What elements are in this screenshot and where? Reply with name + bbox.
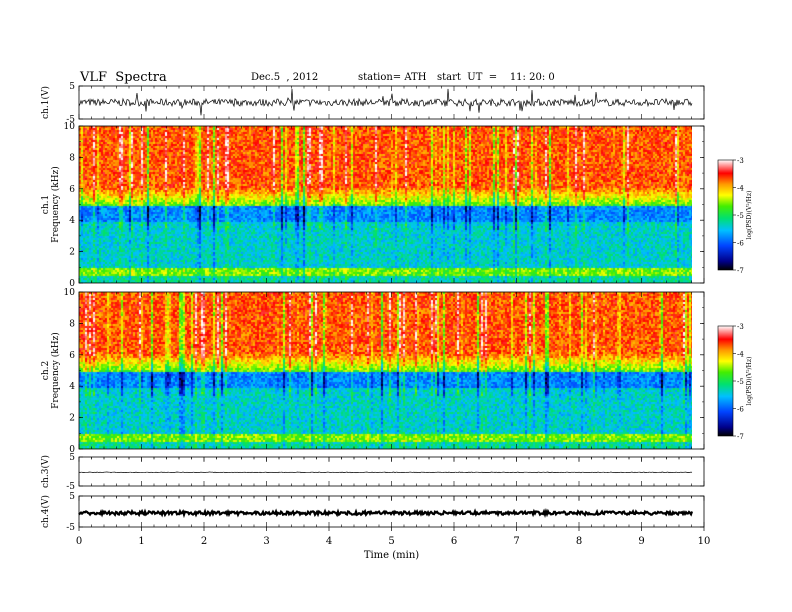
x-tick-label: 3	[263, 536, 269, 547]
x-axis-label: Time (min)	[364, 550, 419, 561]
y-tick-label: 0	[69, 279, 75, 289]
x-tick-label: 6	[451, 536, 457, 547]
colorbar-label: log(PSD)(V²/Hz)	[746, 357, 753, 406]
x-tick-label: 4	[326, 536, 332, 547]
colorbar-tick-label: -7	[737, 267, 744, 275]
y-axis-label-waveform-ch1: ch.1(V)	[40, 86, 51, 119]
y-tick-label: -5	[66, 482, 75, 492]
y-tick-label: 4	[69, 216, 75, 226]
x-tick-label: 8	[576, 536, 582, 547]
x-tick-label: 1	[138, 536, 144, 547]
y-tick-label: 5	[69, 453, 75, 463]
y-axis-label-spectrogram-ch2: Frequency (kHz)	[50, 332, 61, 409]
y-tick-label: 8	[69, 319, 75, 329]
x-tick-label: 9	[638, 536, 644, 547]
colorbar-tick-label: -3	[737, 323, 744, 331]
y-axis-label-spectrogram-ch1: Frequency (kHz)	[50, 166, 61, 243]
waveform-line-waveform-ch4	[78, 508, 694, 519]
y-tick-label: 4	[69, 382, 75, 392]
x-tick-label: 7	[513, 536, 519, 547]
colorbar-tick-label: -5	[737, 378, 744, 386]
y-tick-label: 6	[69, 351, 75, 361]
x-tick-label: 10	[698, 536, 711, 547]
y-tick-label: -5	[66, 115, 75, 125]
colorbar-label: log(PSD)(V²/Hz)	[746, 191, 753, 240]
y-tick-label: 2	[69, 414, 75, 424]
colorbar-tick-label: -4	[737, 351, 744, 359]
x-tick-label: 5	[388, 536, 394, 547]
start-time-label: start UT = 11: 20: 0	[437, 72, 555, 83]
y-tick-label: 10	[64, 122, 76, 132]
spectrogram-image-ch1	[79, 126, 692, 283]
y-tick-label: 5	[69, 492, 75, 502]
x-tick-label: 0	[76, 536, 82, 547]
colorbar-tick-label: -6	[737, 240, 744, 248]
colorbar	[717, 159, 734, 271]
y-tick-label: 0	[69, 445, 75, 455]
y-tick-label: 10	[64, 288, 76, 298]
colorbar-tick-label: -5	[737, 212, 744, 220]
spectrogram-image-ch2	[79, 292, 692, 449]
colorbar-tick-label: -6	[737, 406, 744, 414]
y-axis-label-spectrogram-ch2: ch.2	[41, 361, 51, 380]
y-tick-label: 2	[69, 248, 75, 258]
x-tick-label: 2	[201, 536, 207, 547]
colorbar-tick-label: -7	[737, 433, 744, 441]
y-tick-label: 5	[69, 82, 75, 92]
figure-title: VLF Spectra	[80, 70, 167, 85]
waveform-line-waveform-ch3	[78, 471, 693, 474]
colorbar-tick-label: -3	[737, 157, 744, 165]
y-tick-label: 8	[69, 153, 75, 163]
station-label: station= ATH	[358, 72, 427, 83]
y-axis-label-waveform-ch4: ch.4(V)	[40, 495, 51, 528]
y-tick-label: 6	[69, 185, 75, 195]
date-label: Dec.5 , 2012	[251, 72, 319, 83]
colorbar-tick-label: -4	[737, 185, 744, 193]
colorbar	[717, 325, 734, 437]
waveform-line-waveform-ch1	[78, 88, 693, 116]
y-tick-label: -5	[66, 523, 75, 533]
y-axis-label-spectrogram-ch1: ch.1	[41, 195, 51, 214]
y-axis-label-waveform-ch3: ch.3(V)	[40, 455, 51, 488]
